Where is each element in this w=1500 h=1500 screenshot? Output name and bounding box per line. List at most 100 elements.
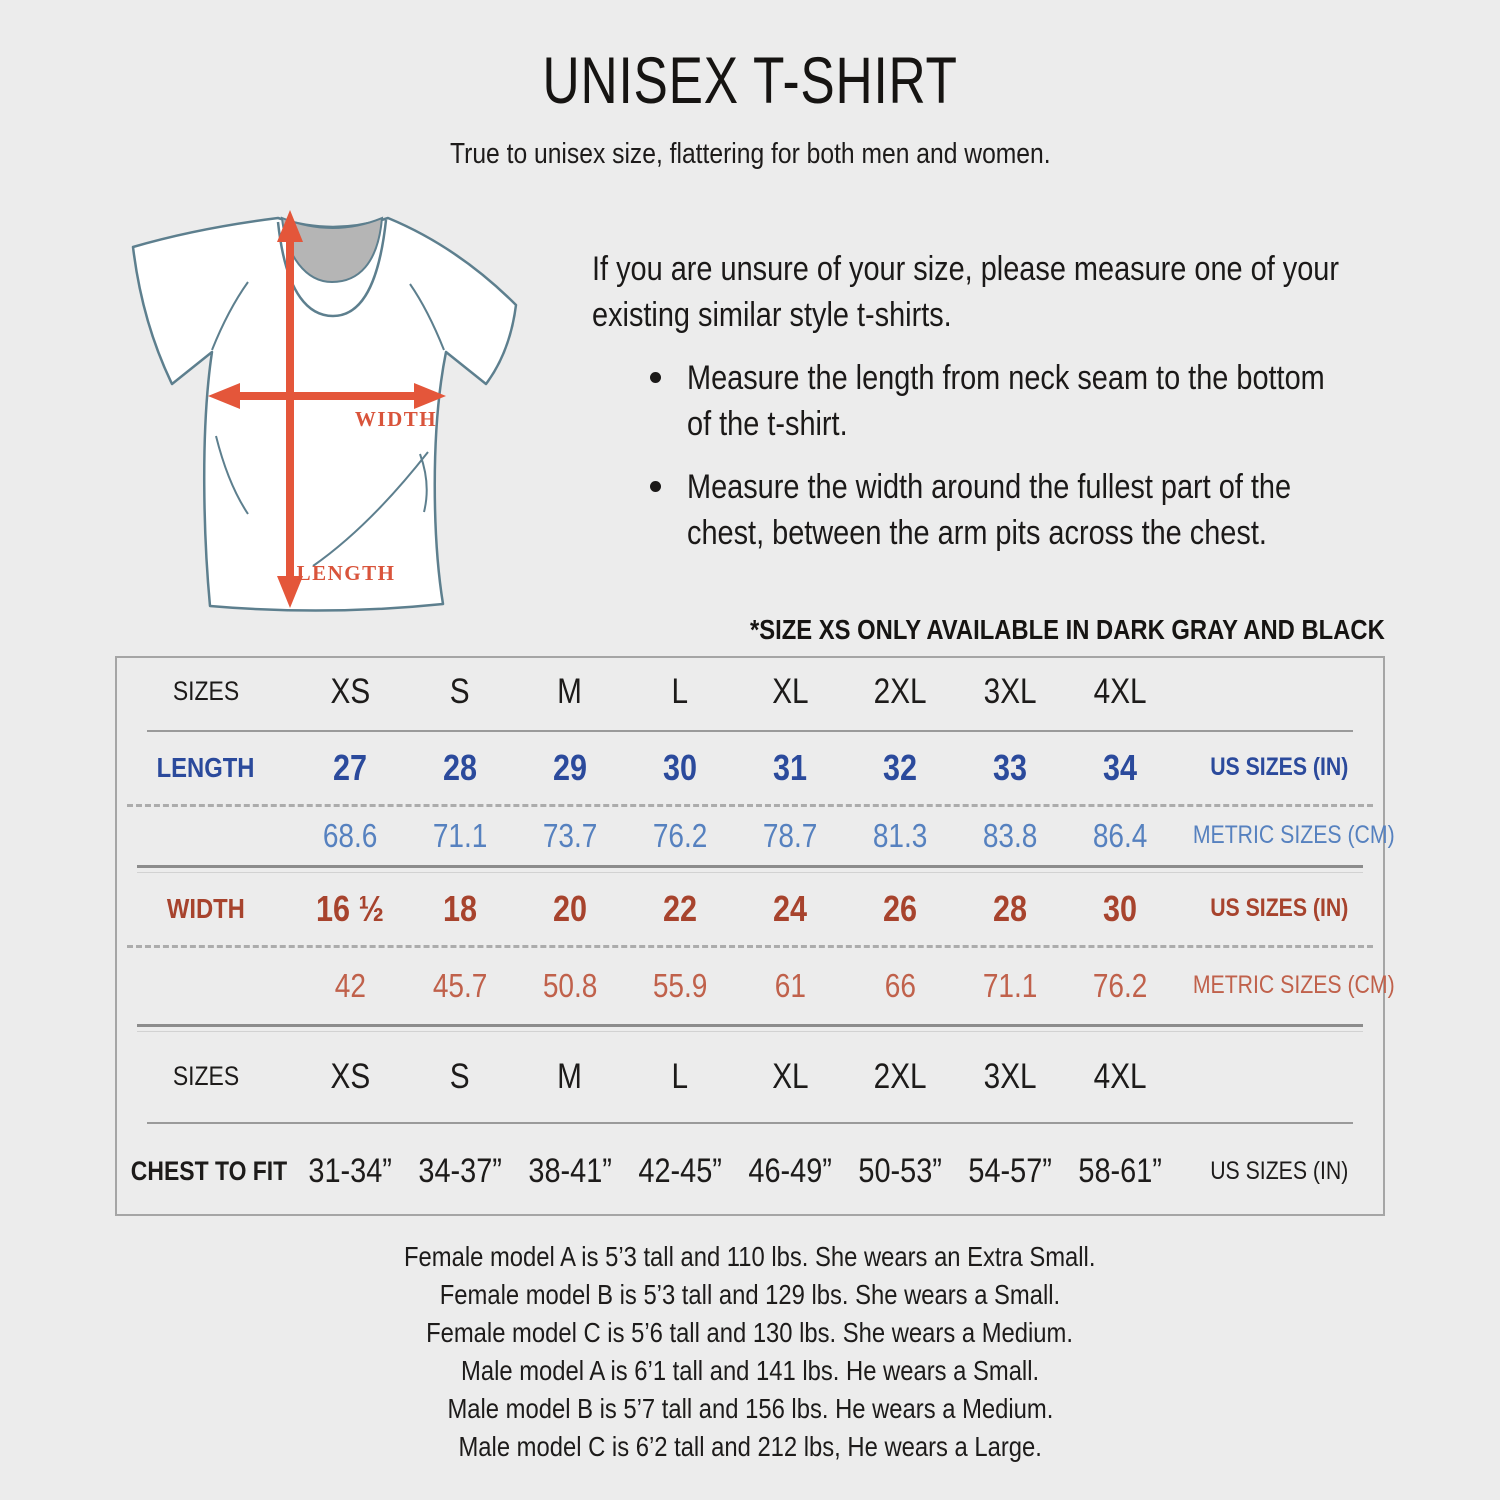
bullet-text: Measure the width around the fullest par… bbox=[687, 464, 1398, 556]
cell-value: 55.9 bbox=[652, 966, 708, 1004]
cell-value: 28 bbox=[992, 887, 1028, 929]
page-title-text: UNISEX T-SHIRT bbox=[542, 43, 958, 117]
cell-value: 54-57” bbox=[968, 1151, 1052, 1190]
table-divider-dashed bbox=[127, 944, 1373, 948]
table-divider-solid bbox=[137, 1023, 1363, 1032]
table-row-chest: CHEST TO FIT 31-34” 34-37” 38-41” 42-45” 46-4… bbox=[117, 1124, 1383, 1219]
cell-value: 34-37” bbox=[418, 1151, 502, 1190]
cell-value: 46-49” bbox=[748, 1151, 832, 1190]
unit-label: US SIZES (IN) bbox=[1209, 753, 1349, 781]
model-note-line: Female model A is 5’3 tall and 110 lbs. … bbox=[0, 1238, 1500, 1276]
cell-value: XS bbox=[330, 671, 370, 711]
model-note-1: Female model A is 5’3 tall and 110 lbs. … bbox=[404, 1241, 1096, 1272]
length-arrow bbox=[277, 210, 303, 608]
cell-value: 71.1 bbox=[432, 816, 488, 854]
cell-value: XS bbox=[330, 1056, 370, 1096]
table-divider-thin bbox=[147, 729, 1353, 732]
cell-value: L bbox=[671, 671, 689, 711]
tshirt-illustration: WIDTH LENGTH bbox=[131, 210, 518, 612]
cell-value: 31 bbox=[772, 746, 808, 788]
bullet1-line-2: of the t-shirt. bbox=[687, 405, 848, 443]
intro-line-1: If you are unsure of your size, please m… bbox=[592, 250, 1340, 288]
row-label: SIZES bbox=[172, 1061, 240, 1091]
row-label: LENGTH bbox=[157, 751, 255, 783]
cell-value: 38-41” bbox=[528, 1151, 612, 1190]
cell-value: XL bbox=[771, 1056, 809, 1096]
bullet-dot-icon bbox=[650, 372, 661, 383]
model-note-line: Male model A is 6’1 tall and 141 lbs. He… bbox=[0, 1352, 1500, 1390]
width-arrow-label: WIDTH bbox=[355, 407, 437, 431]
model-note-line: Female model C is 5’6 tall and 130 lbs. … bbox=[0, 1314, 1500, 1352]
cell-value: 4XL bbox=[1093, 1056, 1147, 1096]
cell-value: S bbox=[450, 671, 470, 711]
xs-availability-note: *SIZE XS ONLY AVAILABLE IN DARK GRAY AND… bbox=[115, 614, 1385, 646]
cell-value: 31-34” bbox=[308, 1151, 392, 1190]
cell-value: 66 bbox=[884, 966, 916, 1004]
bullet-item-width: Measure the width around the fullest par… bbox=[592, 464, 1412, 556]
model-note-2: Female model B is 5’3 tall and 129 lbs. … bbox=[439, 1279, 1061, 1310]
table-divider-thin bbox=[147, 1121, 1353, 1124]
bullet2-line-2: chest, between the arm pits across the c… bbox=[687, 514, 1267, 552]
xs-availability-note-text: *SIZE XS ONLY AVAILABLE IN DARK GRAY AND… bbox=[750, 614, 1385, 645]
cell-value: 73.7 bbox=[542, 816, 598, 854]
table-divider-dashed bbox=[127, 803, 1373, 807]
cell-value: 22 bbox=[662, 887, 698, 929]
cell-value: 20 bbox=[552, 887, 588, 929]
tshirt-right-sleeve-seam bbox=[409, 283, 445, 351]
bullet-item-length: Measure the length from neck seam to the… bbox=[592, 355, 1412, 447]
width-arrow bbox=[208, 383, 446, 409]
cell-value: 4XL bbox=[1093, 671, 1147, 711]
length-arrow-label: LENGTH bbox=[297, 561, 396, 585]
cell-value: 33 bbox=[992, 746, 1028, 788]
page-title: UNISEX T-SHIRT bbox=[0, 42, 1500, 118]
instructions-intro-line: existing similar style t-shirts. bbox=[592, 292, 1412, 338]
cell-value: 32 bbox=[882, 746, 918, 788]
cell-value: 16 ½ bbox=[315, 887, 385, 929]
cell-value: M bbox=[557, 1056, 583, 1096]
row-label: WIDTH bbox=[166, 892, 245, 924]
cell-value: 83.8 bbox=[982, 816, 1038, 854]
cell-value: 76.2 bbox=[652, 816, 708, 854]
tshirt-crease-right-short bbox=[419, 453, 428, 513]
table-row-metric-width: 42 45.7 50.8 55.9 61 66 71.1 76.2 METRIC SIZES (… bbox=[117, 948, 1394, 1024]
cell-value: 86.4 bbox=[1092, 816, 1148, 854]
model-note-line: Female model B is 5’3 tall and 129 lbs. … bbox=[0, 1276, 1500, 1314]
row-label: CHEST TO FIT bbox=[130, 1155, 288, 1186]
page-subtitle-text: True to unisex size, flattering for both… bbox=[449, 138, 1051, 170]
cell-value: 2XL bbox=[873, 671, 927, 711]
model-note-4: Male model A is 6’1 tall and 141 lbs. He… bbox=[460, 1355, 1040, 1386]
cell-value: 28 bbox=[442, 746, 478, 788]
tshirt-crease-right-long bbox=[312, 451, 429, 567]
cell-value: 68.6 bbox=[322, 816, 378, 854]
model-note-line: Male model C is 6’2 tall and 212 lbs, He… bbox=[0, 1428, 1500, 1466]
intro-line-2: existing similar style t-shirts. bbox=[592, 296, 952, 334]
table-row-us-length: LENGTH 27 28 29 30 31 32 33 34 US SIZES (IN) bbox=[117, 732, 1383, 804]
bullet2-line-1: Measure the width around the fullest par… bbox=[687, 468, 1292, 506]
cell-value: 76.2 bbox=[1092, 966, 1148, 1004]
tshirt-left-sleeve-seam bbox=[211, 281, 249, 351]
cell-value: 42 bbox=[334, 966, 366, 1004]
cell-value: 81.3 bbox=[872, 816, 928, 854]
tshirt-crease-left bbox=[215, 435, 249, 515]
table-row-sizes: SIZES XS S M L XL 2XL 3XL 4XL bbox=[117, 1032, 1383, 1122]
table-row-us-width: WIDTH 16 ½ 18 20 22 24 26 28 30 US SIZES (IN) bbox=[117, 873, 1383, 945]
cell-value: 71.1 bbox=[982, 966, 1038, 1004]
model-note-line: Male model B is 5’7 tall and 156 lbs. He… bbox=[0, 1390, 1500, 1428]
cell-value: 30 bbox=[662, 746, 698, 788]
unit-label: METRIC SIZES (CM) bbox=[1192, 971, 1395, 999]
cell-value: 50-53” bbox=[858, 1151, 942, 1190]
cell-value: 3XL bbox=[983, 671, 1037, 711]
cell-value: 50.8 bbox=[542, 966, 598, 1004]
tshirt-back-collar bbox=[280, 216, 384, 284]
cell-value: L bbox=[671, 1056, 689, 1096]
cell-value: 42-45” bbox=[638, 1151, 722, 1190]
measure-instructions: If you are unsure of your size, please m… bbox=[592, 246, 1412, 556]
cell-value: 61 bbox=[774, 966, 806, 1004]
cell-value: 27 bbox=[332, 746, 368, 788]
tshirt-body-shape bbox=[131, 216, 518, 612]
bullet1-line-1: Measure the length from neck seam to the… bbox=[687, 359, 1325, 397]
unit-label: METRIC SIZES (CM) bbox=[1192, 821, 1395, 849]
cell-value: M bbox=[557, 671, 583, 711]
row-label: SIZES bbox=[172, 676, 240, 706]
